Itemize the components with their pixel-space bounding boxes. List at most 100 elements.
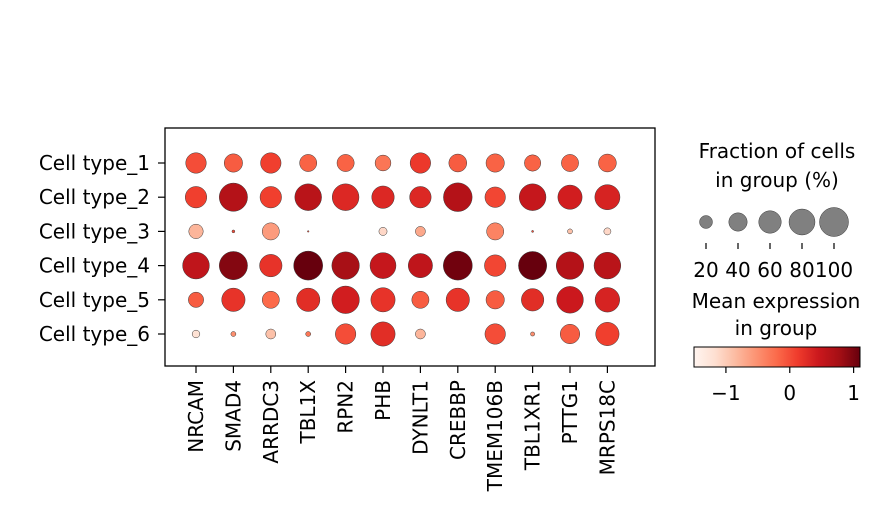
dot-cell-type-3-tmem106b <box>486 222 505 241</box>
dot-cell-type-4-tmem106b <box>484 254 507 277</box>
dot-cell-type-2-smad4 <box>219 182 248 212</box>
size-legend-label-60: 60 <box>757 258 782 282</box>
dot-cell-type-2-nrcam <box>185 186 207 209</box>
dot-cell-type-6-mrps18c <box>595 322 620 346</box>
dot-cell-type-2-mrps18c <box>594 184 621 211</box>
dot-cell-type-4-tbl1xr1 <box>518 251 547 280</box>
dot-cell-type-2-tbl1x <box>294 183 322 211</box>
x-label-dynlt1: DYNLT1 <box>408 380 432 455</box>
plot-frame <box>164 127 656 367</box>
y-label-cell-type-1: Cell type_1 <box>39 151 150 175</box>
dot-cell-type-2-dynlt1 <box>409 186 432 209</box>
x-label-tbl1xr1: TBL1XR1 <box>521 380 545 471</box>
dot-cell-type-2-arrdc3 <box>259 186 282 209</box>
size-legend-title-line2: in group (%) <box>715 168 839 192</box>
colorbar-label-0: −1 <box>711 381 740 405</box>
dot-cell-type-4-phb <box>369 252 397 279</box>
dot-cell-type-3-tbl1x <box>307 230 310 233</box>
dot-cell-type-1-tbl1xr1 <box>524 154 542 172</box>
dot-cell-type-6-pttg1 <box>560 324 580 344</box>
dot-cell-type-6-nrcam <box>191 329 201 339</box>
dot-cell-type-4-tbl1x <box>293 250 323 281</box>
dot-cell-type-3-pttg1 <box>567 228 573 235</box>
dot-cell-type-6-tbl1xr1 <box>530 331 535 337</box>
dot-cell-type-6-tmem106b <box>484 323 506 345</box>
colorbar <box>693 346 861 368</box>
dot-cell-type-1-arrdc3 <box>260 152 282 174</box>
dot-cell-type-3-smad4 <box>231 229 236 234</box>
y-tick-labels: Cell type_1 Cell type_2 Cell type_3 Cell ty… <box>39 151 165 346</box>
x-label-tmem106b: TMEM106B <box>483 380 507 492</box>
y-label-cell-type-4: Cell type_4 <box>39 254 150 278</box>
dot-cell-type-4-pttg1 <box>555 251 585 280</box>
size-legend-dot-60 <box>758 210 782 234</box>
x-label-arrdc3: ARRDC3 <box>259 380 283 464</box>
size-legend-items: 20 40 60 80 100 <box>693 207 853 282</box>
dot-cell-type-1-nrcam <box>185 152 207 174</box>
dot-cell-type-1-rpn2 <box>336 154 355 172</box>
dot-cell-type-6-tbl1x <box>305 331 311 337</box>
dot-cell-type-1-phb <box>374 154 392 172</box>
dot-cell-type-5-tmem106b <box>485 290 505 310</box>
dot-cell-type-5-crebbp <box>445 287 470 312</box>
dot-cell-type-5-pttg1 <box>556 286 584 314</box>
dot-cell-type-2-tmem106b <box>484 186 506 208</box>
color-legend-title-line1: Mean expression <box>692 289 861 313</box>
dot-cell-type-6-smad4 <box>230 331 237 337</box>
dot-cell-type-1-tmem106b <box>485 153 505 173</box>
dot-cell-type-6-dynlt1 <box>415 328 426 340</box>
dot-cell-type-1-pttg1 <box>561 154 579 172</box>
dot-cell-type-3-phb <box>378 227 388 236</box>
y-label-cell-type-5: Cell type_5 <box>39 288 150 312</box>
dot-cell-type-4-nrcam <box>182 251 210 280</box>
size-legend: Fraction of cells in group (%) 20 40 60 80 1… <box>693 139 855 282</box>
dot-cell-type-3-arrdc3 <box>261 222 280 241</box>
dot-cell-type-2-rpn2 <box>331 183 360 211</box>
dot-cell-type-5-dynlt1 <box>411 290 430 309</box>
dot-cell-type-6-rpn2 <box>335 323 357 345</box>
dot-cell-type-1-smad4 <box>223 153 243 173</box>
dot-cell-type-5-rpn2 <box>331 285 360 314</box>
x-label-pttg1: PTTG1 <box>558 380 582 444</box>
dot-cell-type-1-mrps18c <box>598 153 617 173</box>
dot-cell-type-4-mrps18c <box>593 251 622 280</box>
x-label-nrcam: NRCAM <box>184 380 208 453</box>
x-tick-labels: NRCAM SMAD4 ARRDC3 TBL1X RPN2 PHB DYNLT1 CREBBP… <box>184 366 619 492</box>
colorbar-label-2: 1 <box>847 381 860 405</box>
dot-cell-type-5-tbl1xr1 <box>521 288 545 312</box>
dot-cell-type-4-dynlt1 <box>408 253 433 278</box>
y-label-cell-type-2: Cell type_2 <box>39 185 150 209</box>
size-legend-title-line1: Fraction of cells <box>699 139 856 163</box>
dot-cell-type-5-nrcam <box>188 291 204 308</box>
colorbar-label-1: 0 <box>783 381 796 405</box>
colorbar-ticks: −1 0 1 <box>711 367 860 405</box>
dot-cell-type-6-phb <box>370 321 396 347</box>
dot-cell-type-6-arrdc3 <box>265 328 277 340</box>
dot-grid <box>182 152 622 347</box>
dot-cell-type-1-crebbp <box>448 153 467 173</box>
dot-cell-type-3-tbl1xr1 <box>531 230 534 233</box>
dot-cell-type-2-crebbp <box>443 182 473 212</box>
dot-cell-type-2-pttg1 <box>557 184 583 210</box>
size-legend-label-80: 80 <box>789 258 814 282</box>
dot-cell-type-1-dynlt1 <box>409 152 431 174</box>
size-legend-dot-40 <box>728 212 748 232</box>
x-label-smad4: SMAD4 <box>221 380 245 452</box>
dot-cell-type-4-crebbp <box>443 250 473 281</box>
size-legend-label-40: 40 <box>725 258 750 282</box>
dot-cell-type-3-nrcam <box>188 223 204 239</box>
dot-cell-type-4-rpn2 <box>331 251 360 280</box>
x-label-mrps18c: MRPS18C <box>595 380 619 475</box>
dot-cell-type-5-phb <box>370 287 396 313</box>
x-label-crebbp: CREBBP <box>446 380 470 460</box>
dot-cell-type-2-tbl1xr1 <box>518 183 547 211</box>
dot-cell-type-3-mrps18c <box>603 227 612 236</box>
dot-cell-type-4-arrdc3 <box>259 254 283 278</box>
size-legend-dot-20 <box>699 215 713 229</box>
x-label-tbl1x: TBL1X <box>296 380 320 445</box>
size-legend-label-20: 20 <box>693 258 718 282</box>
dot-cell-type-3-dynlt1 <box>415 226 426 237</box>
y-label-cell-type-6: Cell type_6 <box>39 322 150 346</box>
size-legend-label-100: 100 <box>815 258 853 282</box>
